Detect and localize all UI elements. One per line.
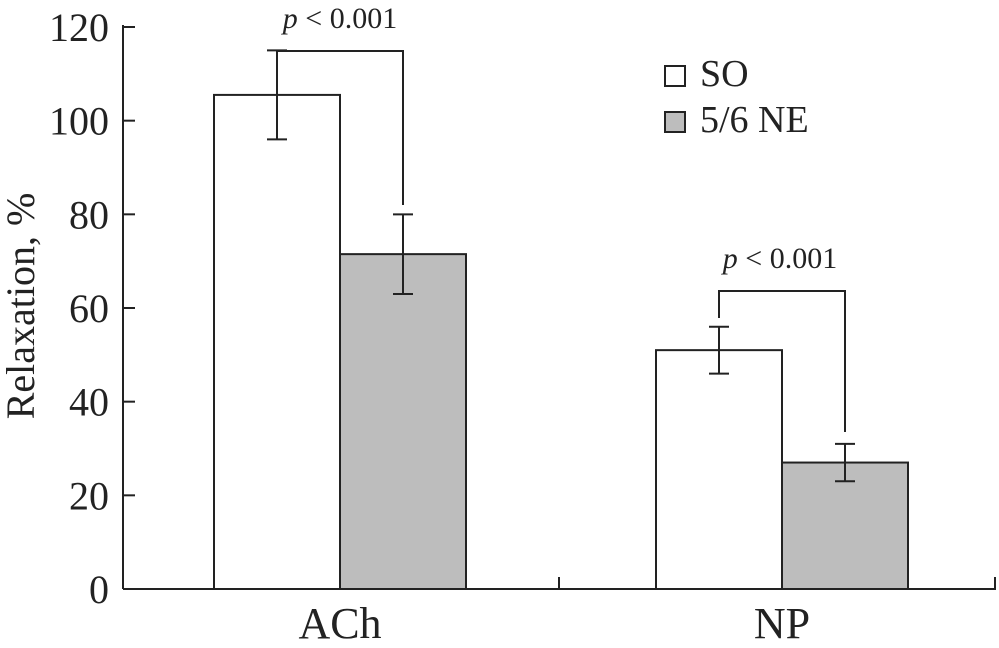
y-tick-label: 100: [49, 99, 109, 144]
legend-swatch: [664, 111, 686, 133]
bar: [655, 349, 783, 590]
y-tick-label: 120: [49, 5, 109, 50]
p-value-annotation: p < 0.001: [281, 2, 397, 35]
y-tick-label: 80: [69, 192, 109, 237]
y-tick-label: 60: [69, 286, 109, 331]
legend-label: SO: [700, 53, 749, 95]
significance-bracket: [718, 290, 846, 432]
x-tick-label: NP: [754, 599, 810, 648]
y-axis-label: Relaxation, %: [0, 193, 43, 420]
y-tick-label: 0: [89, 567, 109, 612]
legend-label: 5/6 NE: [700, 99, 809, 141]
significance-brackets: p < 0.001 p < 0.001: [277, 2, 846, 432]
error-bars: [267, 49, 855, 483]
p-value-annotation: p < 0.001: [721, 242, 837, 275]
bar: [781, 461, 909, 590]
significance-bracket: [277, 50, 404, 205]
bar: [213, 93, 341, 591]
legend: SO5/6 NE: [664, 53, 809, 141]
bars: [213, 93, 909, 591]
bar: [339, 253, 467, 590]
x-tick-label: ACh: [298, 599, 381, 648]
y-tick-label: 40: [69, 380, 109, 425]
y-tick-label: 20: [69, 473, 109, 518]
axes: 0 20 40 60 80 100 120 ACh NP: [49, 5, 996, 648]
legend-swatch: [664, 65, 686, 87]
